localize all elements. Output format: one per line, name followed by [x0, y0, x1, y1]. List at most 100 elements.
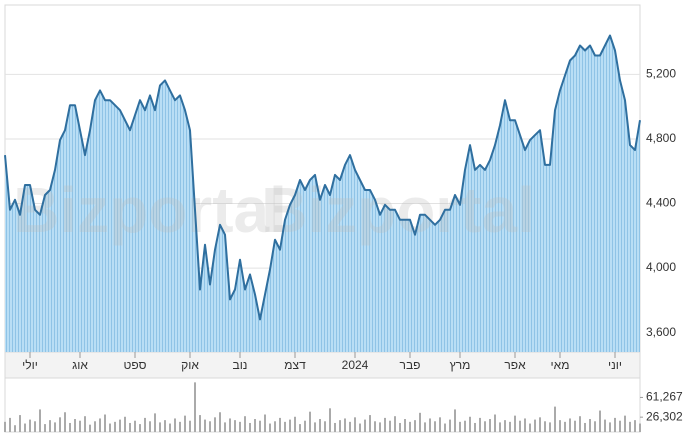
- volume-bar: [249, 422, 251, 432]
- volume-bar: [159, 422, 161, 432]
- volume-bar: [424, 422, 426, 432]
- volume-bar: [629, 421, 631, 432]
- watermark: Bizportal: [13, 174, 287, 246]
- volume-bar: [109, 423, 111, 432]
- volume-bar: [34, 421, 36, 432]
- volume-bar: [299, 424, 301, 432]
- volume-bar: [479, 417, 481, 432]
- volume-bar: [44, 424, 46, 432]
- volume-bar: [369, 415, 371, 432]
- volume-bar: [354, 417, 356, 432]
- volume-bar: [224, 422, 226, 432]
- volume-bar: [399, 422, 401, 432]
- x-tick-label: אפר: [504, 358, 526, 372]
- volume-bar: [144, 417, 146, 432]
- volume-bar: [19, 415, 21, 432]
- volume-bar: [404, 419, 406, 432]
- volume-bar: [129, 422, 131, 432]
- volume-bar: [539, 417, 541, 432]
- volume-bar: [24, 423, 26, 432]
- x-tick-label: דצמ: [284, 358, 306, 372]
- volume-bar: [279, 417, 281, 432]
- volume-bar: [484, 421, 486, 432]
- volume-bar: [624, 415, 626, 432]
- y-tick-label: 5,200: [646, 67, 676, 81]
- volume-bar: [494, 414, 496, 432]
- volume-bar: [64, 412, 66, 432]
- volume-bar: [119, 419, 121, 432]
- x-tick-label: יולי: [22, 358, 38, 372]
- volume-bar: [594, 421, 596, 432]
- volume-bar: [254, 419, 256, 432]
- volume-bar: [614, 417, 616, 432]
- volume-bar: [114, 421, 116, 432]
- volume-tick-label: 26,302: [646, 409, 683, 423]
- volume-bar: [439, 417, 441, 432]
- volume-bar: [4, 421, 6, 432]
- volume-bar: [559, 420, 561, 432]
- volume-bar: [319, 419, 321, 432]
- volume-bar: [49, 420, 51, 432]
- volume-bar: [639, 423, 641, 432]
- volume-bar: [509, 421, 511, 432]
- volume-bar: [259, 420, 261, 432]
- volume-bar: [554, 406, 556, 432]
- volume-bar: [74, 419, 76, 432]
- volume-bar: [599, 410, 601, 432]
- volume-bar: [89, 424, 91, 432]
- x-tick-label: פבר: [400, 358, 421, 372]
- volume-bar: [139, 424, 141, 432]
- x-tick-label: אוג: [72, 358, 88, 372]
- volume-bar: [204, 419, 206, 432]
- volume-bar: [619, 420, 621, 432]
- x-tick-label: אוק: [181, 358, 199, 372]
- volume-bar: [134, 420, 136, 432]
- volume-bar: [169, 423, 171, 432]
- volume-bar: [189, 420, 191, 432]
- volume-bar: [264, 414, 266, 432]
- volume-bar: [239, 421, 241, 432]
- volume-bar: [199, 415, 201, 432]
- volume-bar: [14, 425, 16, 432]
- y-tick-label: 4,000: [646, 260, 676, 274]
- volume-bar: [574, 420, 576, 432]
- volume-bar: [349, 421, 351, 432]
- volume-bar: [544, 421, 546, 432]
- volume-bar: [164, 420, 166, 432]
- volume-bar: [474, 422, 476, 432]
- volume-bar: [524, 418, 526, 432]
- volume-bar: [304, 420, 306, 432]
- volume-bar: [419, 412, 421, 432]
- volume-bar: [549, 422, 551, 432]
- volume-bar: [634, 420, 636, 432]
- volume-bar: [414, 420, 416, 432]
- volume-bar: [59, 417, 61, 432]
- x-tick-label: יוני: [608, 358, 622, 372]
- volume-bar: [149, 421, 151, 432]
- volume-bar: [409, 421, 411, 432]
- volume-bar: [54, 422, 56, 432]
- volume-bar: [529, 423, 531, 432]
- volume-bar: [434, 421, 436, 432]
- volume-bar: [534, 419, 536, 432]
- volume-bar: [209, 421, 211, 432]
- volume-bar: [374, 421, 376, 432]
- x-tick-label: מרץ: [450, 358, 471, 372]
- volume-bar: [29, 419, 31, 432]
- volume-bar: [289, 419, 291, 432]
- volume-bar: [379, 422, 381, 432]
- volume-bar: [344, 418, 346, 432]
- volume-bar: [444, 423, 446, 432]
- volume-bar: [309, 411, 311, 432]
- volume-bar: [284, 421, 286, 432]
- volume-bar: [564, 421, 566, 432]
- volume-tick-label: 61,267: [646, 390, 683, 404]
- volume-bar: [99, 418, 101, 432]
- x-tick-label: נוב: [233, 358, 248, 372]
- price-line: [4, 34, 641, 321]
- volume-bar: [459, 421, 461, 432]
- volume-bar: [184, 415, 186, 432]
- y-tick-label: 3,600: [646, 325, 676, 339]
- volume-bar: [219, 412, 221, 432]
- volume-bar: [364, 419, 366, 432]
